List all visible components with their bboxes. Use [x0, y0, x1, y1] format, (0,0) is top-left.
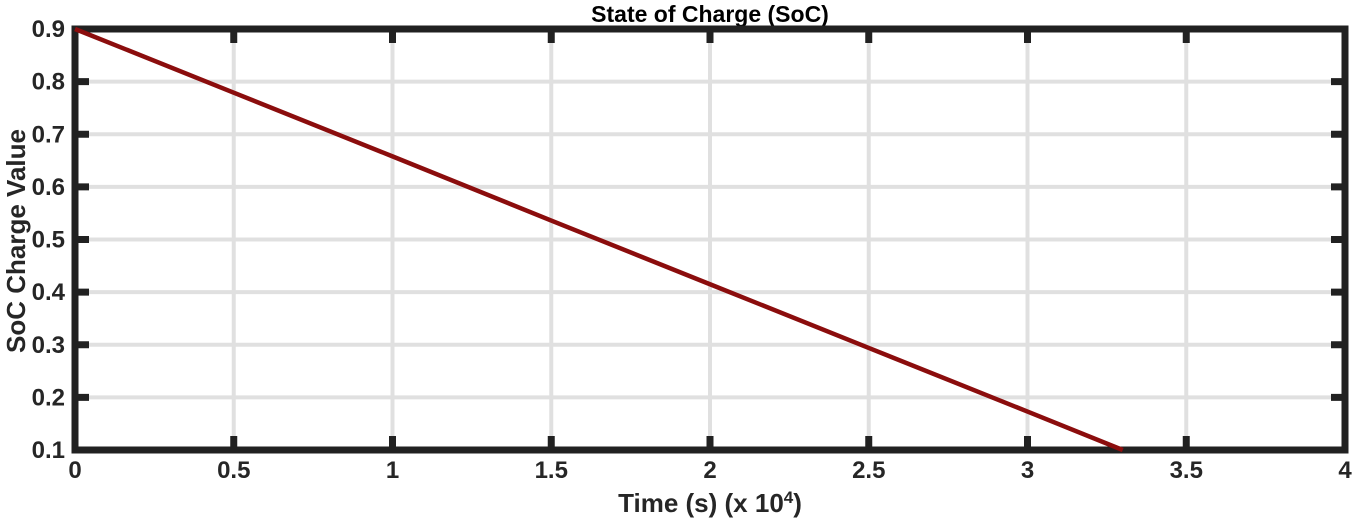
- y-tick-label: 0.5: [32, 227, 65, 254]
- y-tick-label: 0.6: [32, 174, 65, 201]
- x-tick-label: 2.5: [852, 457, 885, 484]
- x-axis-label-exponent: 4: [783, 488, 794, 507]
- y-tick-label: 0.1: [32, 437, 65, 464]
- series-line-soc: [74, 26, 1124, 453]
- y-tick-label: 0.7: [32, 121, 65, 148]
- x-axis-label-close: ): [793, 488, 802, 518]
- y-tick-label: 0.3: [32, 332, 65, 359]
- y-tick-label: 0.2: [32, 384, 65, 411]
- plot-frame: [71, 25, 1349, 454]
- y-tick-label: 0.4: [32, 279, 66, 306]
- chart-title: State of Charge (SoC): [591, 1, 829, 27]
- x-tick-label: 4: [1338, 457, 1352, 484]
- y-tick-label: 0.8: [32, 69, 65, 96]
- x-tick-label: 2: [703, 457, 716, 484]
- x-tick-label: 1.5: [535, 457, 568, 484]
- x-tick-label: 3.5: [1170, 457, 1203, 484]
- x-axis-label-main: Time (s) (x 10: [618, 488, 784, 518]
- x-tick-label: 3: [1021, 457, 1034, 484]
- y-tick-label: 0.9: [32, 16, 65, 43]
- x-axis-label: Time (s) (x 104): [75, 488, 1345, 519]
- x-tick-label: 1: [386, 457, 399, 484]
- x-tick-label: 0: [68, 457, 81, 484]
- x-tick-label: 0.5: [217, 457, 250, 484]
